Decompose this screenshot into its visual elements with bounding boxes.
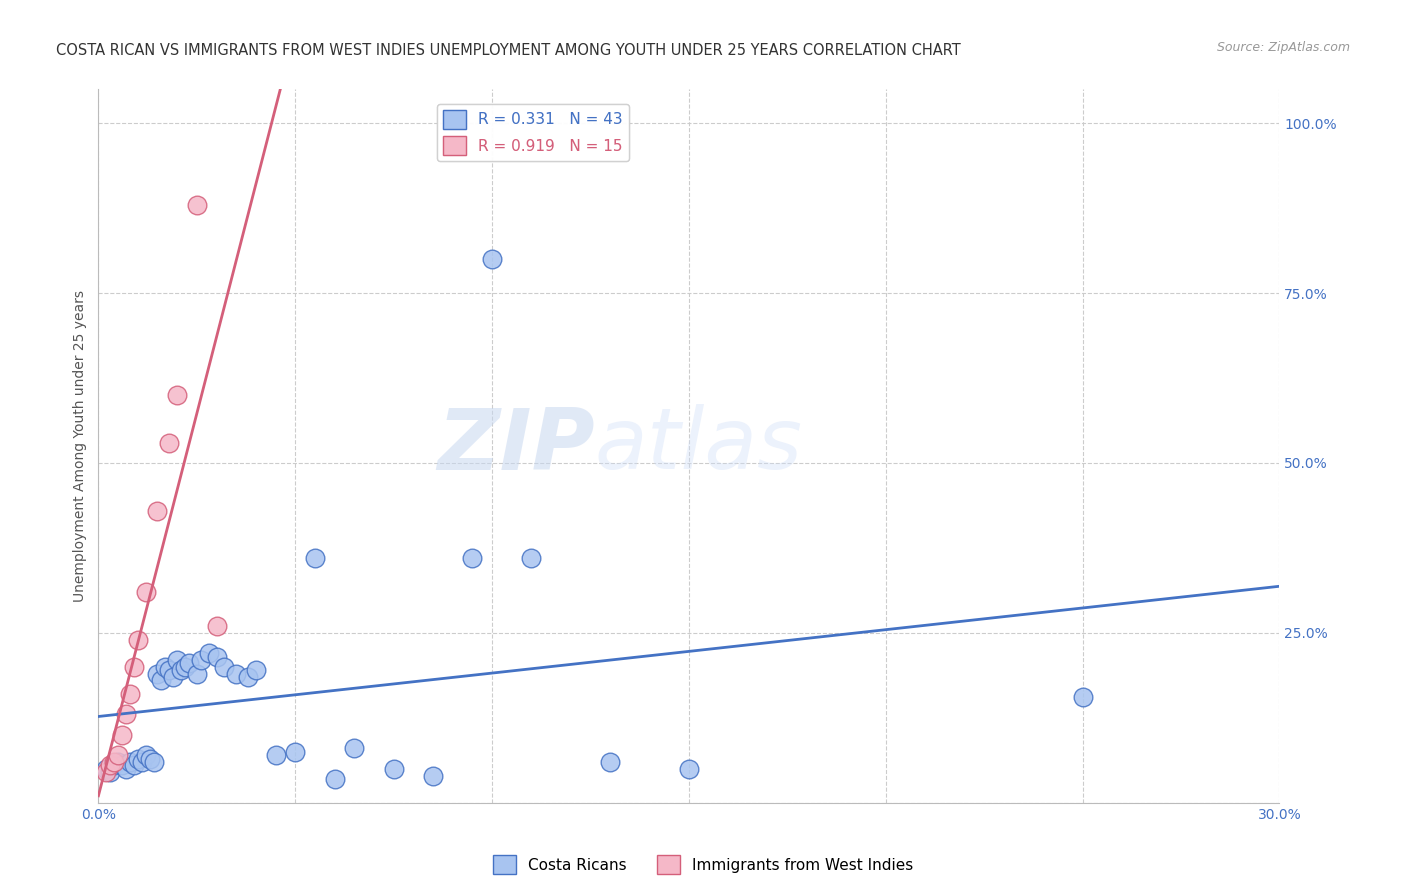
Point [127,751,149,765]
Point [245,663,267,677]
Text: Source: ZipAtlas.com: Source: ZipAtlas.com [1216,40,1350,54]
Point [323,772,346,786]
Point [162,670,184,684]
Point [1071,690,1094,705]
Point [422,769,444,783]
Point [166,388,188,402]
Point [155,660,177,674]
Point [225,666,247,681]
Point [264,748,287,763]
Text: atlas: atlas [595,404,803,488]
Point [107,748,129,763]
Point [146,503,169,517]
Point [96,762,118,776]
Point [190,653,212,667]
Point [186,198,208,212]
Point [481,252,503,266]
Point [186,666,208,681]
Point [98,765,121,780]
Point [284,745,307,759]
Point [111,728,134,742]
Point [174,660,197,674]
Y-axis label: Unemployment Among Youth under 25 years: Unemployment Among Youth under 25 years [73,290,87,602]
Point [343,741,366,756]
Point [205,619,228,633]
Point [177,657,200,671]
Point [111,758,134,772]
Point [214,660,236,674]
Point [599,755,621,769]
Point [135,748,157,763]
Point [150,673,173,688]
Point [131,755,153,769]
Legend: Costa Ricans, Immigrants from West Indies: Costa Ricans, Immigrants from West Indie… [486,849,920,880]
Point [98,758,121,772]
Point [122,660,145,674]
Point [157,663,180,677]
Point [118,755,141,769]
Point [236,670,259,684]
Point [118,687,141,701]
Point [166,653,188,667]
Point [304,551,326,566]
Point [115,762,138,776]
Point [103,755,125,769]
Point [107,755,129,769]
Point [197,646,219,660]
Point [103,758,125,772]
Point [205,649,228,664]
Point [135,585,157,599]
Point [678,762,700,776]
Point [146,666,169,681]
Point [122,758,145,772]
Point [115,707,138,722]
Point [142,755,165,769]
Text: COSTA RICAN VS IMMIGRANTS FROM WEST INDIES UNEMPLOYMENT AMONG YOUTH UNDER 25 YEA: COSTA RICAN VS IMMIGRANTS FROM WEST INDI… [56,43,960,58]
Point [520,551,543,566]
Point [138,751,160,765]
Point [157,435,180,450]
Point [170,663,193,677]
Point [382,762,405,776]
Text: ZIP: ZIP [437,404,595,488]
Point [461,551,484,566]
Point [127,632,149,647]
Legend: R = 0.331   N = 43, R = 0.919   N = 15: R = 0.331 N = 43, R = 0.919 N = 15 [437,104,628,161]
Point [96,765,118,780]
